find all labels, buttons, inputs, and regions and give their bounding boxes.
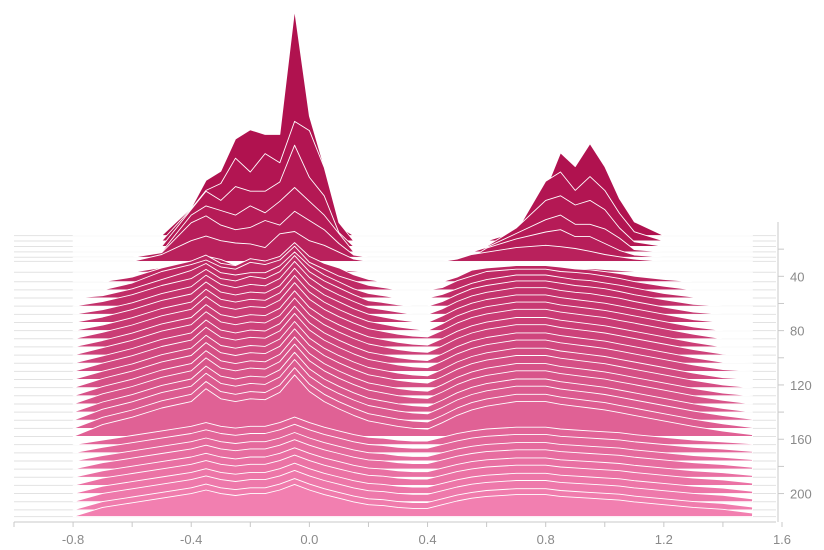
y-tick-label: 40 [790, 269, 804, 284]
x-tick-label: -0.4 [180, 532, 202, 547]
x-tick-label: 0.8 [537, 532, 555, 547]
x-tick-label: 0.4 [418, 532, 436, 547]
ridge-series-10 [72, 9, 753, 237]
y-axis: 40 80 120 160 200 [777, 222, 812, 522]
x-tick-label: -0.8 [62, 532, 84, 547]
y-tick-label: 120 [790, 378, 812, 393]
ridge-series-29 [72, 231, 753, 262]
x-tick-label: 0.0 [300, 532, 318, 547]
ridge-series-158 [72, 374, 753, 437]
x-tick-label: 1.6 [773, 532, 791, 547]
y-tick-label: 200 [790, 487, 812, 502]
y-tick-label: 160 [790, 432, 812, 447]
x-axis: -0.8 -0.4 0.0 0.4 0.8 1.2 1.6 [13, 521, 791, 547]
ridge-series-217 [72, 483, 753, 518]
ridge-series [72, 9, 753, 518]
x-tick-label: 1.2 [655, 532, 673, 547]
y-tick-label: 80 [790, 324, 804, 339]
